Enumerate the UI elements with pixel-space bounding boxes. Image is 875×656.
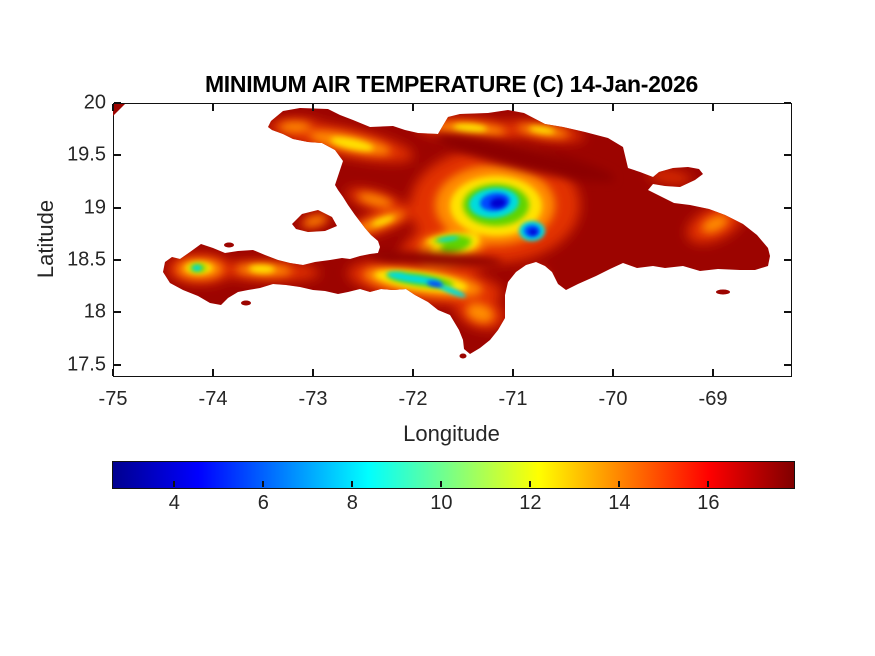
x-axis-tick-top [512, 104, 514, 111]
y-axis-tick-left [114, 102, 121, 104]
colorbar-tick [529, 481, 532, 487]
colorbar-tick-label: 6 [257, 492, 269, 514]
x-axis-tick-bottom [212, 369, 214, 376]
colorbar-tick [440, 481, 443, 487]
colorbar-tick-label: 8 [346, 492, 358, 514]
y-axis-tick-right [784, 206, 791, 209]
x-axis-label: Longitude [403, 421, 500, 446]
temperature-field [113, 104, 770, 359]
y-axis-tick-right [784, 258, 791, 261]
x-axis-tick-bottom [612, 369, 614, 376]
y-axis-tick-left [114, 363, 121, 366]
y-axis-tick-right [784, 154, 791, 157]
y-axis-tick-label: 17.5 [67, 353, 106, 376]
x-axis-tick-top [212, 104, 214, 111]
colorbar-tick-label: 14 [608, 492, 631, 514]
colorbar-tick-label: 4 [168, 492, 180, 514]
x-axis-tick-bottom [112, 369, 114, 376]
x-axis-tick-label: -73 [298, 388, 328, 410]
x-axis-tick-label: -72 [398, 388, 428, 410]
x-axis-tick-top [112, 104, 114, 111]
x-axis-tick-label: -69 [698, 388, 728, 410]
temp-layer-dark-blue [490, 197, 537, 235]
x-axis-tick-top [712, 104, 714, 111]
colorbar-tick-label: 12 [519, 492, 542, 514]
y-axis-tick-right [784, 363, 791, 366]
y-axis-tick-left [114, 258, 121, 261]
chart-title: MINIMUM AIR TEMPERATURE (C) 14-Jan-2026 [204, 71, 699, 97]
x-axis-tick-bottom [412, 369, 414, 376]
y-axis-label: Latitude [33, 199, 58, 279]
x-axis-tick-bottom [512, 369, 514, 376]
y-axis-tick-right [784, 102, 791, 104]
hispaniola-temperature-map [113, 104, 770, 359]
y-axis-tick-label: 18 [83, 300, 106, 323]
colorbar-tick [351, 481, 354, 487]
y-axis-tick-label: 18.5 [67, 248, 106, 271]
x-axis-tick-top [612, 104, 614, 111]
y-axis-tick-left [114, 311, 121, 314]
x-axis-tick-label: -70 [598, 388, 628, 410]
colorbar [112, 461, 795, 489]
y-axis-tick-label: 20 [83, 91, 106, 114]
y-axis-tick-label: 19 [83, 196, 106, 219]
colorbar-tick [707, 481, 710, 487]
y-axis-tick-left [114, 154, 121, 157]
x-axis-tick-top [312, 104, 314, 111]
x-axis-tick-top [412, 104, 414, 111]
colorbar-tick [173, 481, 176, 487]
y-axis-tick-label: 19.5 [67, 143, 106, 166]
colorbar-tick-label: 10 [430, 492, 453, 514]
colorbar-tick [618, 481, 621, 487]
colorbar-tick [262, 481, 265, 487]
colorbar-tick-label: 16 [697, 492, 720, 514]
x-axis-tick-bottom [312, 369, 314, 376]
x-axis-tick-bottom [712, 369, 714, 376]
x-axis-tick-label: -75 [98, 388, 128, 410]
y-axis-tick-right [784, 311, 791, 314]
x-axis-tick-label: -71 [498, 388, 528, 410]
temp-layer-warm-valleys [370, 134, 615, 267]
y-axis-tick-left [114, 206, 121, 209]
x-axis-tick-label: -74 [198, 388, 228, 410]
